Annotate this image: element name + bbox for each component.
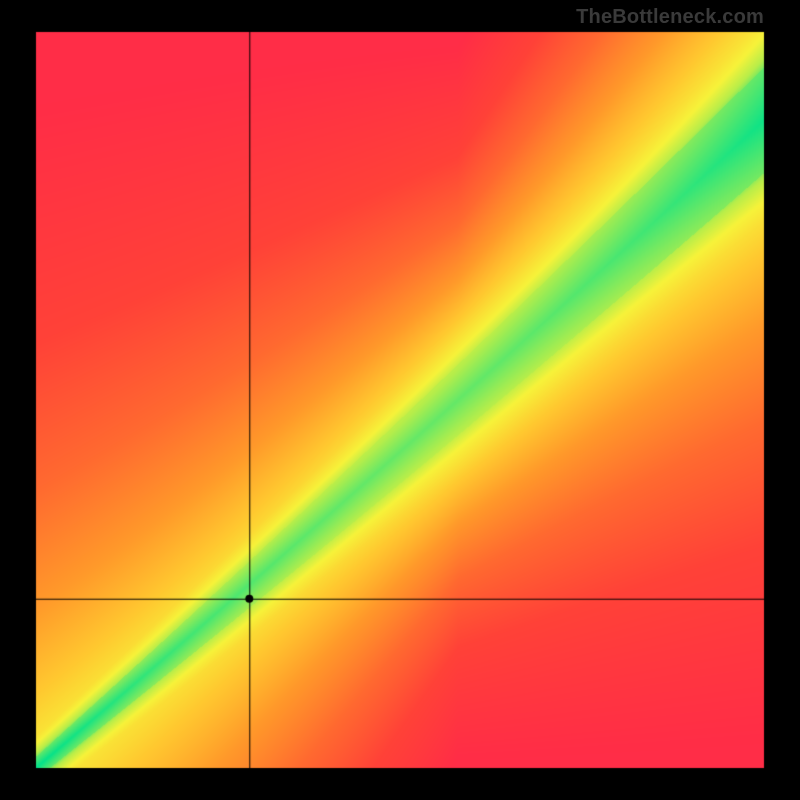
watermark-text: TheBottleneck.com [576,6,764,29]
heatmap-canvas [0,0,800,800]
chart-container: TheBottleneck.com [0,0,800,800]
